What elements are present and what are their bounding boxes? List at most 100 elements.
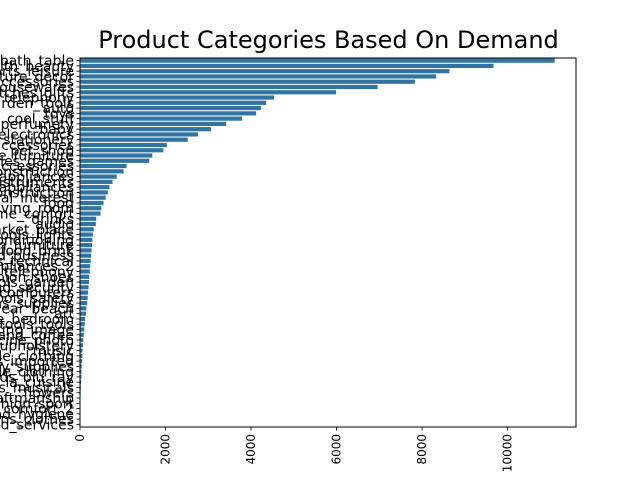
bar bbox=[80, 132, 199, 137]
category-label: market_place bbox=[0, 222, 74, 238]
bar bbox=[80, 353, 83, 358]
bar bbox=[80, 243, 92, 248]
category-label: telephony bbox=[4, 91, 74, 107]
bar bbox=[80, 316, 86, 322]
category-label: small_appliances bbox=[0, 180, 74, 196]
category-label: books_technical bbox=[0, 254, 74, 270]
category-label: bed_bath_table bbox=[0, 54, 74, 70]
category-label: housewares bbox=[0, 80, 74, 96]
category-label: signaling_and_security bbox=[0, 280, 74, 296]
bar bbox=[80, 185, 110, 190]
category-label: home_construction bbox=[0, 185, 74, 201]
category-label: computers bbox=[0, 286, 74, 302]
category-label: consoles_games bbox=[0, 154, 74, 170]
bar bbox=[80, 95, 275, 100]
bar bbox=[80, 200, 104, 206]
x-tick-label: 8000 bbox=[415, 434, 429, 465]
bar bbox=[80, 380, 82, 385]
category-label: auto bbox=[42, 101, 74, 117]
category-label: office_furniture bbox=[0, 149, 74, 165]
bar bbox=[80, 264, 91, 269]
category-label: party_supplies bbox=[0, 359, 74, 375]
category-label: health_beauty bbox=[0, 59, 74, 75]
bar bbox=[80, 295, 88, 300]
category-label: cool_stuff bbox=[7, 112, 74, 128]
category-label: baby bbox=[39, 122, 74, 138]
bar bbox=[80, 374, 82, 380]
bar bbox=[80, 358, 83, 364]
bar bbox=[80, 253, 92, 258]
bar bbox=[80, 174, 117, 179]
category-label: home_comfort_2 bbox=[0, 402, 74, 418]
category-label: fixed_telephony bbox=[0, 264, 74, 280]
bar bbox=[80, 322, 85, 327]
category-label: fashion_male_clothing bbox=[0, 349, 74, 365]
bar bbox=[80, 100, 266, 105]
bar bbox=[80, 63, 494, 69]
x-axis-ticks-group: 0 2000 4000 6000 8000 10000 bbox=[73, 427, 515, 472]
category-label: garden_tools bbox=[0, 96, 74, 112]
bar bbox=[80, 269, 90, 274]
category-label: costruction_tools_garden bbox=[0, 275, 74, 291]
bar bbox=[80, 311, 86, 316]
bar bbox=[80, 369, 82, 374]
x-tick-label: 10000 bbox=[501, 434, 515, 472]
bar bbox=[80, 90, 337, 95]
bar bbox=[80, 364, 82, 369]
chart-title: Product Categories Based On Demand bbox=[98, 26, 559, 54]
bar bbox=[80, 248, 92, 253]
category-label: kitchen_dining_laundry_garden_furniture bbox=[0, 238, 74, 254]
category-label: pet_shop bbox=[10, 143, 74, 159]
bar bbox=[80, 158, 150, 163]
category-label: diapers_and_hygiene bbox=[0, 407, 74, 423]
bar bbox=[80, 211, 101, 216]
category-label: food_drink bbox=[1, 243, 75, 259]
category-label: fashion_underwear_beach bbox=[0, 301, 74, 317]
category-label: computers_accessories bbox=[0, 75, 74, 91]
category-label: perfumery bbox=[1, 117, 74, 133]
bar bbox=[80, 148, 164, 153]
category-label: small_appliances_home_oven_and_coffee bbox=[0, 328, 74, 344]
category-label: books_general_interest bbox=[0, 191, 75, 207]
bar bbox=[80, 221, 96, 227]
category-label: arts_and_craftmanship bbox=[0, 391, 74, 407]
category-label: cine_photo bbox=[0, 333, 74, 349]
category-label: furniture_mattress_and_upholstery bbox=[0, 338, 74, 354]
category-label: musical_instruments bbox=[0, 175, 74, 191]
bar bbox=[80, 142, 167, 148]
bar bbox=[80, 343, 83, 348]
bar bbox=[80, 84, 378, 90]
bar bbox=[80, 290, 89, 295]
category-label: christmas_supplies bbox=[0, 296, 74, 312]
bar bbox=[80, 227, 94, 232]
bar bbox=[80, 237, 93, 242]
bar bbox=[80, 58, 555, 63]
bar bbox=[80, 190, 108, 195]
plot-frame bbox=[79, 57, 577, 428]
category-label: flowers bbox=[24, 386, 75, 402]
bar bbox=[80, 306, 87, 311]
category-label: luggage_accessories bbox=[0, 159, 74, 175]
category-label: fashion_childrens_clothes bbox=[0, 412, 74, 428]
category-label: air_conditioning bbox=[0, 233, 74, 249]
bar bbox=[80, 232, 93, 237]
category-label: art bbox=[54, 307, 74, 323]
bar bbox=[80, 206, 102, 211]
bar bbox=[80, 153, 153, 158]
category-label: dvds_blu_ray bbox=[0, 370, 74, 386]
bar bbox=[80, 111, 257, 116]
bar bbox=[80, 121, 227, 127]
bar bbox=[80, 169, 124, 174]
category-label: furniture_bedroom bbox=[0, 312, 74, 328]
bar bbox=[80, 332, 84, 337]
bar bbox=[80, 216, 97, 221]
category-label: fashion_bags_accessories bbox=[0, 138, 74, 154]
bar bbox=[80, 285, 89, 290]
bars-group bbox=[80, 58, 555, 427]
category-label: audio bbox=[35, 217, 74, 233]
x-tick-label: 0 bbox=[73, 434, 87, 442]
category-label: home_confort bbox=[0, 207, 74, 223]
bar bbox=[80, 327, 85, 332]
bar bbox=[80, 69, 450, 74]
